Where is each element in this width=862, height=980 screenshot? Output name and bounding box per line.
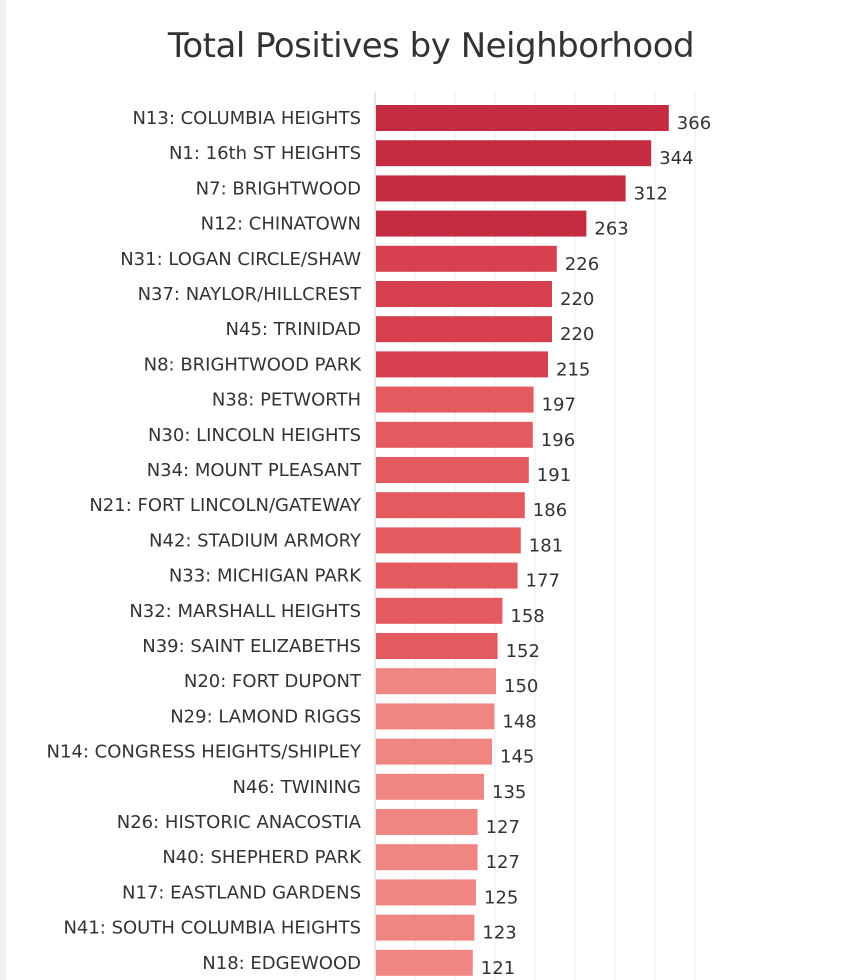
value-label: 148 [502, 711, 536, 732]
bar[interactable] [376, 527, 521, 554]
value-label: 123 [482, 923, 516, 944]
chart-title: Total Positives by Neighborhood [167, 26, 695, 66]
category-label: N7: BRIGHTWOOD [196, 178, 361, 199]
bar[interactable] [376, 175, 626, 202]
category-label: N41: SOUTH COLUMBIA HEIGHTS [63, 918, 361, 939]
value-label: 121 [481, 958, 515, 979]
value-label: 220 [560, 289, 594, 310]
value-label: 312 [634, 183, 668, 204]
bar[interactable] [376, 386, 534, 413]
bar[interactable] [376, 105, 669, 131]
value-label: 196 [541, 430, 575, 451]
bar[interactable] [376, 773, 484, 800]
category-label: N21: FORT LINCOLN/GATEWAY [89, 495, 362, 516]
left-edge-strip [0, 0, 6, 980]
bar[interactable] [376, 809, 478, 835]
category-label: N1: 16th ST HEIGHTS [169, 143, 361, 164]
value-label: 197 [542, 395, 576, 416]
category-label: N20: FORT DUPONT [184, 671, 362, 692]
category-label: N40: SHEPHERD PARK [162, 847, 362, 868]
category-label: N33: MICHIGAN PARK [169, 566, 362, 587]
category-label: N13: COLUMBIA HEIGHTS [132, 108, 361, 129]
value-label: 263 [594, 219, 628, 240]
category-label: N45: TRINIDAD [226, 319, 361, 340]
category-label: N17: EASTLAND GARDENS [122, 882, 361, 903]
bar[interactable] [376, 421, 533, 448]
value-label: 127 [486, 852, 520, 873]
category-label: N37: NAYLOR/HILLCREST [138, 284, 362, 305]
value-label: 215 [556, 359, 590, 380]
bar[interactable] [376, 914, 475, 941]
bar[interactable] [376, 245, 557, 272]
bar[interactable] [376, 210, 587, 237]
bar[interactable] [376, 703, 495, 730]
category-labels: N13: COLUMBIA HEIGHTS N1: 16th ST HEIGHTS… [47, 108, 363, 974]
value-labels: 366 344 312 263 226 220 220 215 197 196 191 186 181 1… [481, 113, 711, 979]
value-label: 191 [537, 465, 571, 486]
value-label: 220 [560, 324, 594, 345]
category-label: N29: LAMOND RIGGS [170, 706, 361, 727]
value-label: 135 [492, 782, 526, 803]
bar[interactable] [376, 738, 492, 765]
category-label: N39: SAINT ELIZABETHS [142, 636, 361, 657]
value-label: 145 [500, 747, 534, 768]
category-label: N34: MOUNT PLEASANT [147, 460, 362, 481]
value-label: 344 [659, 148, 693, 169]
value-label: 150 [504, 676, 538, 697]
bar[interactable] [376, 668, 496, 695]
bar[interactable] [376, 949, 473, 976]
category-label: N32: MARSHALL HEIGHTS [129, 601, 361, 622]
value-label: 127 [486, 817, 520, 838]
bar[interactable] [376, 281, 552, 307]
value-label: 181 [529, 535, 563, 556]
category-label: N38: PETWORTH [212, 390, 361, 411]
category-label: N42: STADIUM ARMORY [149, 530, 362, 551]
bar[interactable] [376, 492, 525, 519]
category-label: N14: CONGRESS HEIGHTS/SHIPLEY [47, 742, 362, 763]
bar[interactable] [376, 879, 476, 906]
value-label: 366 [677, 113, 711, 134]
bar[interactable] [376, 597, 503, 624]
value-label: 158 [510, 606, 544, 627]
value-label: 152 [506, 641, 540, 662]
category-label: N18: EDGEWOOD [202, 953, 361, 974]
bar[interactable] [376, 140, 652, 167]
value-label: 226 [565, 254, 599, 275]
category-label: N12: CHINATOWN [201, 214, 361, 235]
bar[interactable] [376, 562, 518, 589]
category-label: N8: BRIGHTWOOD PARK [144, 354, 363, 375]
bar[interactable] [376, 457, 529, 483]
value-label: 177 [526, 571, 560, 592]
bar[interactable] [376, 351, 548, 378]
bars [376, 105, 669, 976]
category-label: N46: TWINING [233, 777, 361, 798]
bar[interactable] [376, 633, 498, 659]
category-label: N31: LOGAN CIRCLE/SHAW [120, 249, 361, 270]
value-label: 125 [484, 887, 518, 908]
category-label: N30: LINCOLN HEIGHTS [148, 425, 361, 446]
bar[interactable] [376, 316, 552, 343]
category-label: N26: HISTORIC ANACOSTIA [117, 812, 362, 833]
value-label: 186 [533, 500, 567, 521]
bar[interactable] [376, 844, 478, 871]
